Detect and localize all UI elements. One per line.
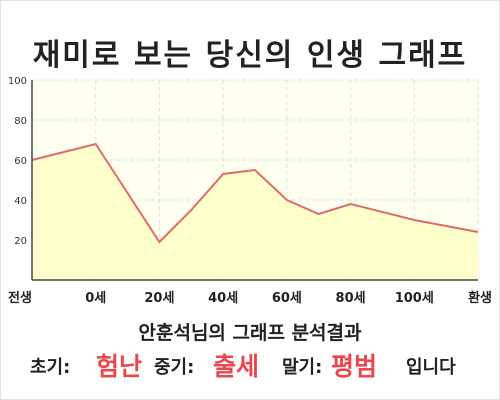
x-tick-label: 0세: [85, 291, 106, 306]
y-tick-labels: 20 40 60 80 100: [8, 76, 27, 247]
x-tick-label: 환생: [468, 290, 492, 306]
x-tick-labels: 전생 0세 20세 40세 60세 80세 100세 환생: [8, 290, 492, 306]
axes: [31, 80, 478, 281]
y-tick-label: 80: [14, 116, 27, 127]
x-tick-label: 100세: [395, 291, 434, 306]
x-tick-label: 20세: [144, 291, 174, 306]
y-tick-label: 20: [14, 236, 27, 247]
late-value: 평범: [331, 352, 378, 381]
x-tick-label: 40세: [208, 291, 238, 306]
early-value: 험난: [96, 352, 143, 381]
late-label: 말기:: [282, 357, 323, 378]
early-label: 초기:: [30, 357, 71, 378]
area-fill: [32, 144, 478, 280]
x-tick-label: 80세: [336, 291, 366, 306]
y-tick-label: 40: [14, 196, 27, 207]
y-tick-label: 60: [14, 156, 27, 167]
y-tick-label: 100: [8, 76, 27, 87]
analysis-result: 초기: 험난 중기: 출세 말기: 평범 입니다: [0, 344, 500, 384]
middle-value: 출세: [213, 352, 260, 381]
data-line: [31, 142, 479, 244]
chart-title: 재미로 보는 당신의 인생 그래프: [32, 38, 468, 73]
x-tick-label: 전생: [8, 290, 32, 306]
x-tick-label: 60세: [272, 291, 302, 306]
result-ending: 입니다: [406, 357, 456, 378]
analysis-subtitle: 안훈석님의 그래프 분석결과: [138, 322, 362, 344]
middle-label: 중기:: [154, 357, 195, 378]
